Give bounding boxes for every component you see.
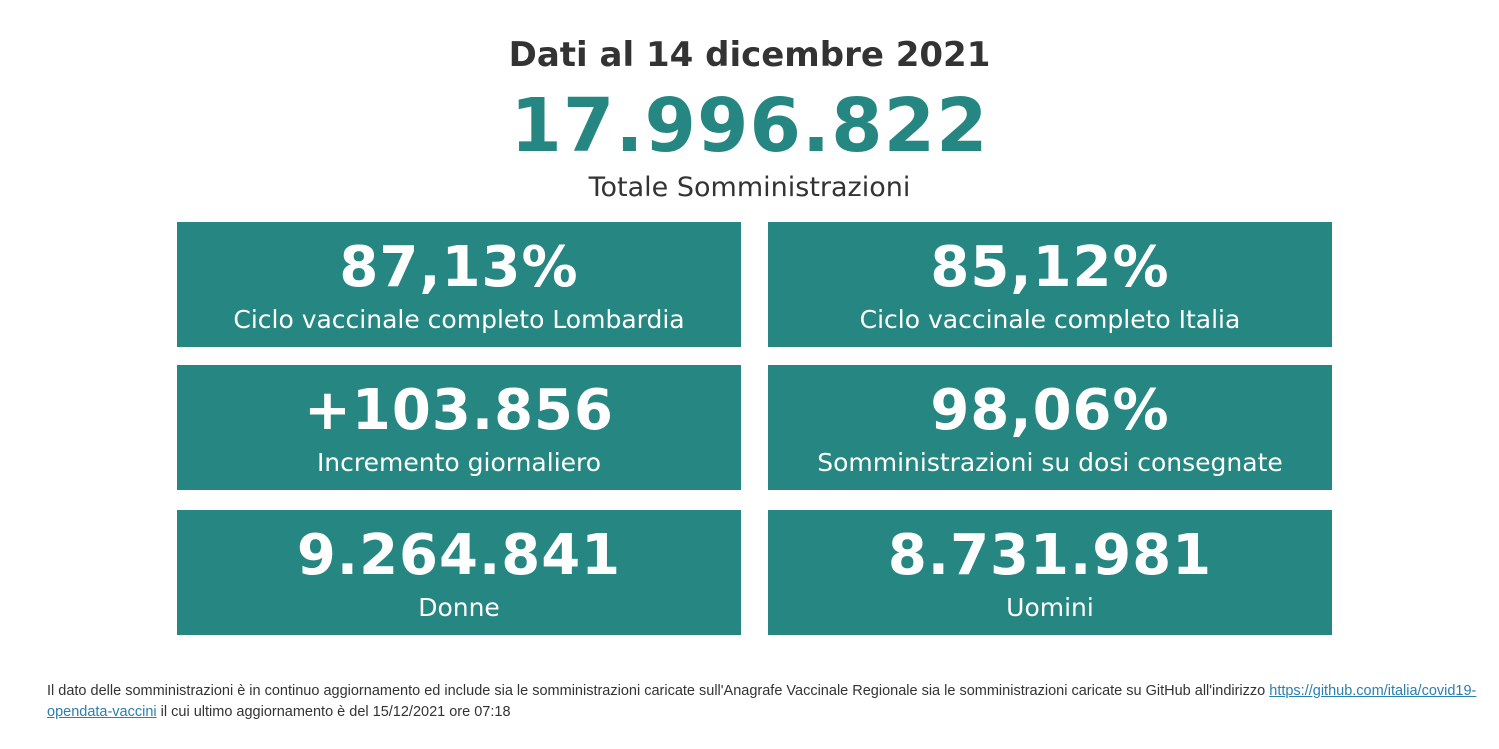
card-value: 98,06% xyxy=(930,378,1170,443)
total-administrations-value: 17.996.822 xyxy=(510,83,989,169)
card-value: 87,13% xyxy=(339,235,579,300)
card-value: +103.856 xyxy=(304,378,614,443)
card-label: Somministrazioni su dosi consegnate xyxy=(817,448,1283,477)
github-link[interactable]: https://github.com/italia/covid19-openda… xyxy=(47,683,1477,720)
footer-text-after: il cui ultimo aggiornamento è del 15/12/… xyxy=(156,704,511,720)
card-label: Ciclo vaccinale completo Italia xyxy=(859,305,1241,334)
card-women: 9.264.841 Donne xyxy=(177,510,741,635)
card-italia-full-cycle: 85,12% Ciclo vaccinale completo Italia xyxy=(768,222,1332,347)
card-daily-increment: +103.856 Incremento giornaliero xyxy=(177,365,741,490)
total-administrations-label: Totale Somministrazioni xyxy=(588,172,911,203)
card-label: Donne xyxy=(418,593,500,622)
footer-text-before: Il dato delle somministrazioni è in cont… xyxy=(47,683,1270,699)
date-title: Dati al 14 dicembre 2021 xyxy=(508,35,991,75)
card-label: Uomini xyxy=(1006,593,1094,622)
card-lombardia-full-cycle: 87,13% Ciclo vaccinale completo Lombardi… xyxy=(177,222,741,347)
card-value: 8.731.981 xyxy=(887,523,1213,588)
card-value: 9.264.841 xyxy=(296,523,622,588)
card-men: 8.731.981 Uomini xyxy=(768,510,1332,635)
card-doses-ratio: 98,06% Somministrazioni su dosi consegna… xyxy=(768,365,1332,490)
card-value: 85,12% xyxy=(930,235,1170,300)
card-label: Incremento giornaliero xyxy=(316,448,602,477)
footer-note: Il dato delle somministrazioni è in cont… xyxy=(47,681,1487,723)
card-label: Ciclo vaccinale completo Lombardia xyxy=(233,305,685,334)
